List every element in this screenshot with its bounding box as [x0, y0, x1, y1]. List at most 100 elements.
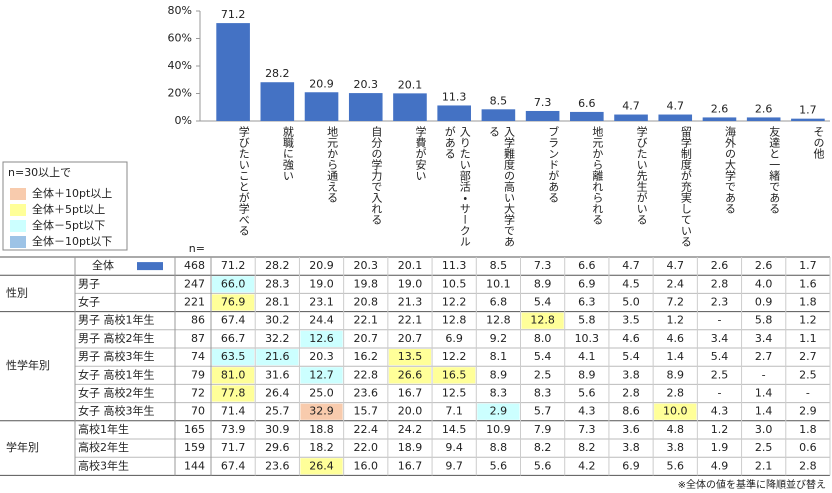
cell-value: 66.0: [221, 277, 246, 290]
row-label: 全体: [92, 258, 114, 272]
cell-value: 8.6: [622, 405, 640, 418]
bar: [481, 109, 516, 121]
cell-value: 5.4: [534, 350, 552, 363]
cell-value: 3.4: [711, 332, 729, 345]
cell-value: 6.8: [490, 296, 508, 309]
cell-highlight: [300, 367, 343, 384]
cell-value: 7.3: [534, 259, 552, 272]
cell-value: 8.8: [490, 441, 508, 454]
cell-value: 8.3: [534, 387, 552, 400]
cell-value: 5.4: [622, 350, 640, 363]
cell-value: 1.2: [711, 423, 729, 436]
y-tick-label: 20%: [168, 87, 192, 100]
cell-value: 5.8: [578, 314, 596, 327]
data-label: 1.7: [799, 104, 817, 117]
y-tick-label: 40%: [168, 59, 192, 72]
category-label: 友達と一緒である: [767, 126, 781, 214]
cell-highlight: [477, 403, 520, 420]
bar: [791, 118, 825, 121]
cell-value: 21.3: [398, 296, 423, 309]
cell-value: 5.0: [622, 296, 640, 309]
cell-value: 2.7: [799, 350, 817, 363]
cell-value: 6.9: [622, 459, 640, 472]
cell-value: -: [762, 368, 766, 381]
cell-value: 8.0: [534, 332, 552, 345]
cell-value: 3.8: [622, 368, 640, 381]
cell-highlight: [212, 367, 255, 384]
row-label: 男子 高校2年生: [78, 331, 155, 345]
cell-value: 12.8: [442, 314, 467, 327]
cell-value: 10.1: [486, 277, 511, 290]
cell-value: 2.8: [711, 277, 729, 290]
cell-value: 12.8: [530, 314, 555, 327]
n-value: 165: [184, 423, 205, 436]
cell-value: -: [717, 387, 721, 400]
group-label: 性別: [6, 285, 28, 299]
row-label: 女子: [78, 296, 100, 309]
data-label: 20.9: [309, 77, 334, 90]
cell-value: 2.9: [799, 405, 817, 418]
cell-value: 8.9: [490, 368, 508, 381]
cell-value: 8.3: [490, 387, 508, 400]
cell-value: 10.9: [486, 423, 511, 436]
cell-value: 8.2: [578, 441, 596, 454]
cell-value: 67.4: [221, 459, 246, 472]
y-tick-label: 60%: [168, 32, 192, 45]
cell-value: 3.8: [667, 441, 685, 454]
row-label: 高校1年生: [78, 422, 129, 436]
cell-value: 22.1: [398, 314, 423, 327]
category-label: 地元から離れられる: [590, 126, 604, 225]
cell-value: 4.1: [578, 350, 596, 363]
data-label: 28.2: [265, 67, 290, 80]
cell-highlight: [654, 403, 697, 420]
cell-value: 8.9: [667, 368, 685, 381]
cell-value: 5.6: [667, 459, 685, 472]
data-label: 71.2: [221, 8, 246, 21]
data-label: 4.7: [667, 100, 685, 113]
category-label: 地元から通える: [325, 126, 339, 203]
cell-value: 31.6: [265, 368, 290, 381]
cell-value: 10.3: [575, 332, 600, 345]
data-label: 2.6: [711, 102, 729, 115]
bar: [614, 114, 648, 121]
cell-value: 1.4: [667, 350, 685, 363]
cell-value: 0.6: [799, 441, 817, 454]
cell-value: 26.6: [398, 368, 423, 381]
cell-value: 2.6: [711, 259, 729, 272]
cell-value: 8.9: [534, 277, 552, 290]
cell-value: 2.6: [755, 259, 773, 272]
n-value: 86: [191, 314, 205, 327]
cell-value: 4.8: [667, 423, 685, 436]
cell-value: 20.0: [398, 405, 423, 418]
cell-highlight: [388, 349, 432, 366]
cell-value: 32.2: [265, 332, 290, 345]
cell-value: 5.4: [534, 296, 552, 309]
cell-value: 2.5: [711, 368, 729, 381]
category-label: 学費が安い: [414, 126, 428, 181]
cell-value: 20.3: [354, 259, 379, 272]
cell-value: 71.4: [221, 405, 246, 418]
cell-highlight: [388, 367, 432, 384]
row-label: 女子 高校2年生: [78, 386, 155, 400]
cell-value: 5.4: [711, 350, 729, 363]
cell-value: 26.4: [265, 387, 290, 400]
cell-value: 8.9: [578, 368, 596, 381]
category-label: 学びたいことが学べる: [237, 126, 251, 236]
cell-value: 73.9: [221, 423, 246, 436]
cell-value: 28.1: [265, 296, 290, 309]
legend-title: n=30以上で: [8, 166, 71, 179]
cell-value: 6.6: [578, 259, 596, 272]
category-label: ブランドがある: [546, 126, 560, 203]
cell-value: 2.3: [711, 296, 729, 309]
cell-value: 4.7: [667, 259, 685, 272]
cell-value: 5.6: [578, 387, 596, 400]
bar: [348, 93, 383, 121]
cell-highlight: [300, 458, 343, 475]
cell-value: 3.4: [755, 332, 773, 345]
data-label: 20.1: [398, 78, 423, 91]
legend-label: 全体－10pt以下: [32, 234, 112, 248]
cell-value: 18.8: [309, 423, 334, 436]
data-label: 7.3: [534, 96, 552, 109]
cell-value: 13.5: [398, 350, 423, 363]
category-label: 就職に強い: [281, 126, 295, 181]
